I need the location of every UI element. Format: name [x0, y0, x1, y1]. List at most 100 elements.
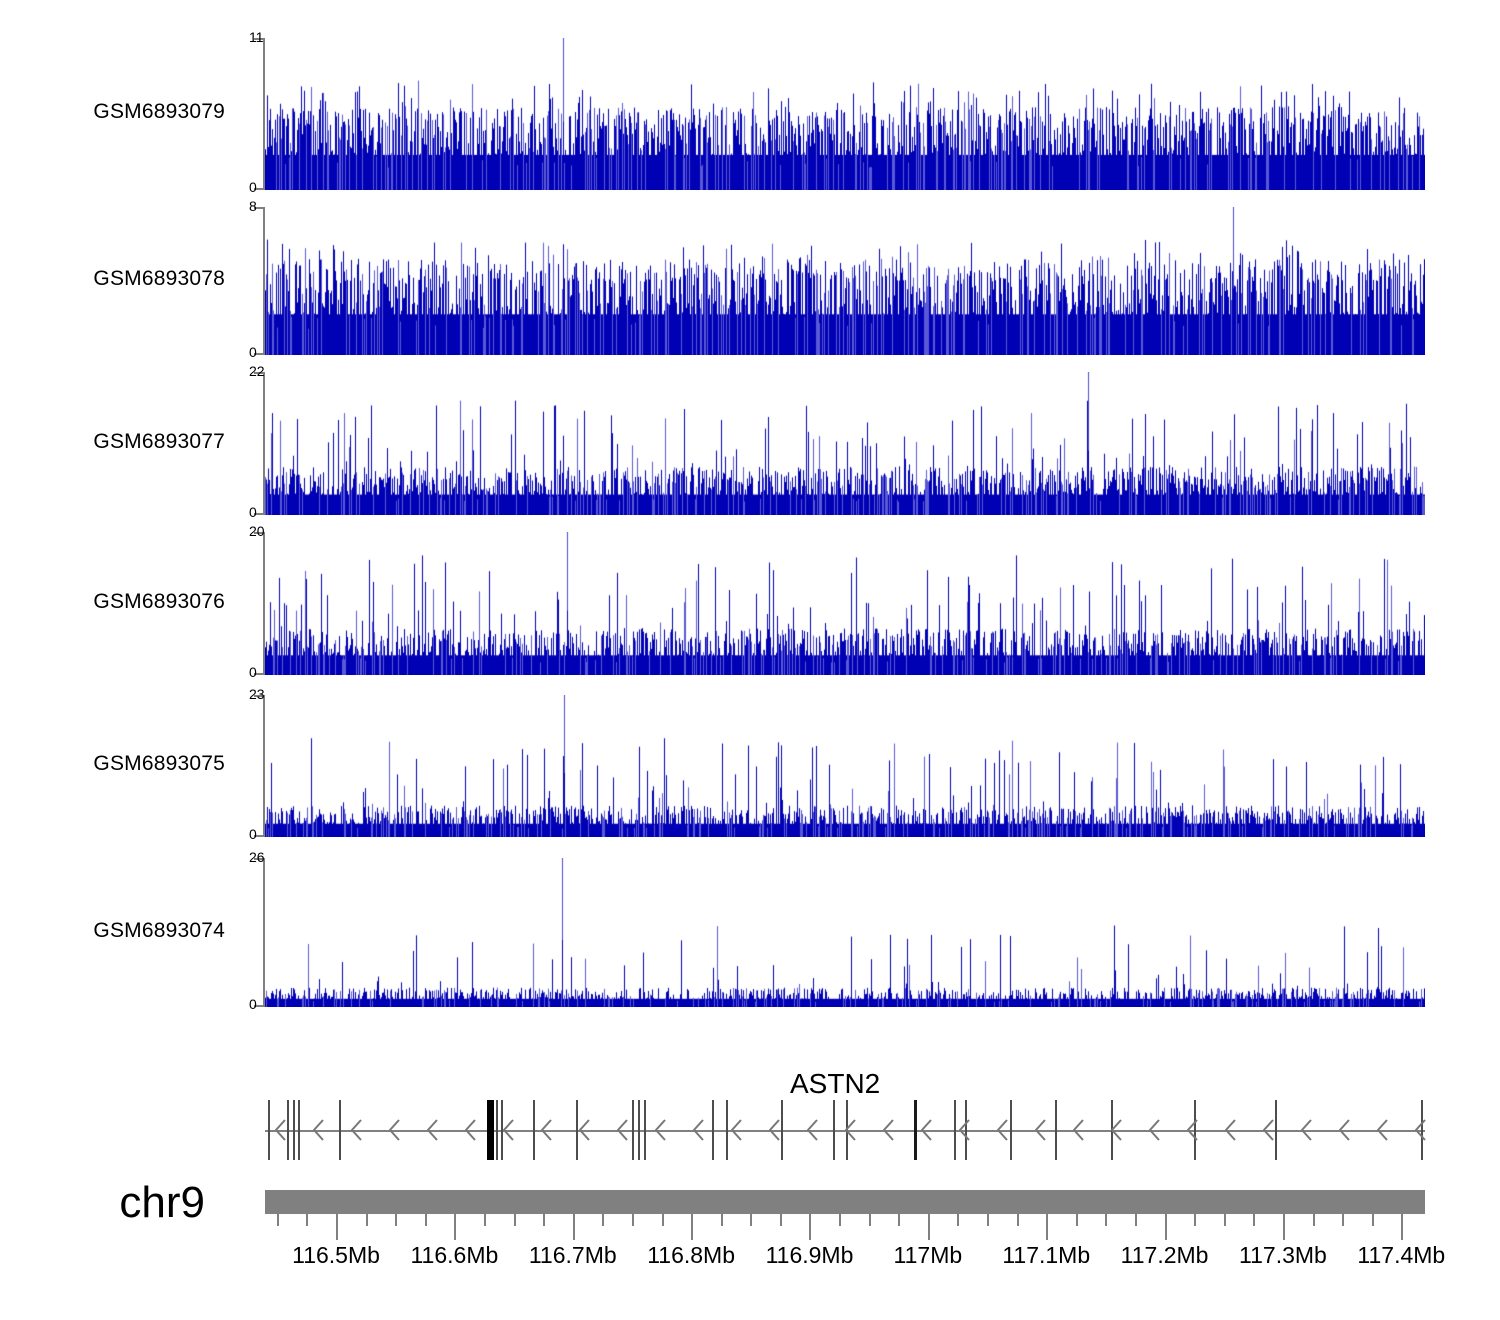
- gene-exon[interactable]: [298, 1100, 300, 1160]
- y-axis-tick: [254, 532, 265, 534]
- ruler-major-tick: [1282, 1214, 1285, 1240]
- y-axis-max-label: 20: [249, 523, 265, 539]
- strand-arrow-left-icon: [617, 1118, 629, 1142]
- gene-exon[interactable]: [496, 1100, 498, 1160]
- gene-exon[interactable]: [638, 1100, 640, 1160]
- gene-exon[interactable]: [1055, 1100, 1057, 1160]
- strand-arrow-left-icon: [1415, 1118, 1427, 1142]
- coverage-bars: [265, 372, 1425, 515]
- coverage-plot-area[interactable]: [265, 532, 1425, 675]
- y-axis-max-label: 8: [249, 198, 257, 214]
- ruler-minor-tick: [543, 1214, 546, 1226]
- gene-exon[interactable]: [268, 1100, 270, 1160]
- gene-exon[interactable]: [533, 1100, 535, 1160]
- y-axis-line: [263, 532, 265, 675]
- gene-exon[interactable]: [644, 1100, 646, 1160]
- strand-arrow-left-icon: [503, 1118, 515, 1142]
- gene-exon[interactable]: [632, 1100, 634, 1160]
- track-label: GSM6893078: [93, 267, 225, 290]
- coverage-bars: [265, 695, 1425, 837]
- coverage-plot-area[interactable]: [265, 695, 1425, 837]
- gene-exon[interactable]: [781, 1100, 783, 1160]
- gene-exon[interactable]: [1275, 1100, 1277, 1160]
- y-axis-tick: [254, 38, 265, 40]
- gene-exon[interactable]: [965, 1100, 967, 1160]
- ruler-major-tick: [572, 1214, 575, 1240]
- ruler-minor-tick: [1016, 1214, 1019, 1226]
- coverage-bars: [265, 38, 1425, 190]
- y-axis-tick: [254, 513, 265, 515]
- ruler-minor-tick: [602, 1214, 605, 1226]
- ruler-major-tick: [454, 1214, 457, 1240]
- gene-exon[interactable]: [487, 1100, 494, 1160]
- ruler-tick-label: 116.7Mb: [528, 1242, 617, 1268]
- ruler-minor-tick: [957, 1214, 960, 1226]
- gene-exon[interactable]: [712, 1100, 714, 1160]
- gene-exon[interactable]: [339, 1100, 341, 1160]
- gene-exon[interactable]: [293, 1100, 295, 1160]
- ruler-major-tick: [336, 1214, 339, 1240]
- coverage-plot-area[interactable]: [265, 38, 1425, 190]
- chromosome-label: chr9: [119, 1178, 205, 1227]
- ruler-major-tick: [809, 1214, 812, 1240]
- gene-exon[interactable]: [287, 1100, 289, 1160]
- strand-arrow-left-icon: [1111, 1118, 1123, 1142]
- coverage-bars: [265, 858, 1425, 1007]
- strand-arrow-left-icon: [1377, 1118, 1389, 1142]
- strand-arrow-left-icon: [693, 1118, 705, 1142]
- strand-arrow-left-icon: [1301, 1118, 1313, 1142]
- ruler-minor-tick: [987, 1214, 990, 1226]
- y-axis-min-label: 0: [249, 344, 257, 360]
- ruler-minor-tick: [513, 1214, 516, 1226]
- ruler-major-tick: [927, 1214, 930, 1240]
- y-axis-max-label: 23: [249, 686, 265, 702]
- strand-arrow-left-icon: [807, 1118, 819, 1142]
- strand-arrow-left-icon: [1035, 1118, 1047, 1142]
- ruler-minor-tick: [483, 1214, 486, 1226]
- y-axis-max-label: 26: [249, 849, 265, 865]
- gene-exon[interactable]: [726, 1100, 728, 1160]
- gene-annotation-track: ASTN2: [0, 1060, 1500, 1170]
- strand-arrow-left-icon: [1073, 1118, 1085, 1142]
- ruler-minor-tick: [1223, 1214, 1226, 1226]
- gene-exon[interactable]: [1194, 1100, 1196, 1160]
- strand-arrow-left-icon: [959, 1118, 971, 1142]
- ruler-bar: [265, 1190, 1425, 1214]
- coverage-plot-area[interactable]: [265, 372, 1425, 515]
- ruler-tick-label: 116.5Mb: [292, 1242, 380, 1268]
- gene-exon[interactable]: [576, 1100, 578, 1160]
- strand-arrow-left-icon: [389, 1118, 401, 1142]
- coverage-plot-area[interactable]: [265, 207, 1425, 355]
- strand-arrow-left-icon: [1339, 1118, 1351, 1142]
- gene-intron-line: [265, 1130, 1425, 1132]
- track-label: GSM6893074: [93, 918, 225, 942]
- strand-arrow-left-icon: [997, 1118, 1009, 1142]
- strand-arrow-left-icon: [275, 1118, 287, 1142]
- strand-arrow-left-icon: [351, 1118, 363, 1142]
- ruler-major-tick: [1401, 1214, 1404, 1240]
- track-label: GSM6893077: [93, 429, 225, 453]
- gene-exon[interactable]: [1421, 1100, 1423, 1160]
- y-axis-min-label: 0: [249, 504, 257, 520]
- ruler-minor-tick: [1194, 1214, 1197, 1226]
- y-axis-tick: [254, 835, 265, 837]
- gene-exon[interactable]: [914, 1100, 917, 1160]
- gene-model[interactable]: [265, 1100, 1427, 1162]
- ruler-minor-tick: [424, 1214, 427, 1226]
- ruler-minor-tick: [395, 1214, 398, 1226]
- ruler-minor-tick: [839, 1214, 842, 1226]
- ruler-tick-label: 117.3Mb: [1239, 1242, 1327, 1268]
- ruler-minor-tick: [779, 1214, 782, 1226]
- gene-exon[interactable]: [833, 1100, 835, 1160]
- ruler-minor-tick: [306, 1214, 309, 1226]
- gene-exon[interactable]: [954, 1100, 956, 1160]
- coverage-plot-area[interactable]: [265, 858, 1425, 1007]
- y-axis-tick: [254, 188, 265, 190]
- gene-exon[interactable]: [1010, 1100, 1012, 1160]
- ruler-tick-label: 117.2Mb: [1120, 1242, 1209, 1268]
- ruler-minor-tick: [750, 1214, 753, 1226]
- y-axis-min-label: 0: [249, 664, 257, 680]
- gene-exon[interactable]: [501, 1100, 503, 1160]
- ruler-tick-label: 116.6Mb: [410, 1242, 499, 1268]
- ruler-minor-tick: [868, 1214, 871, 1226]
